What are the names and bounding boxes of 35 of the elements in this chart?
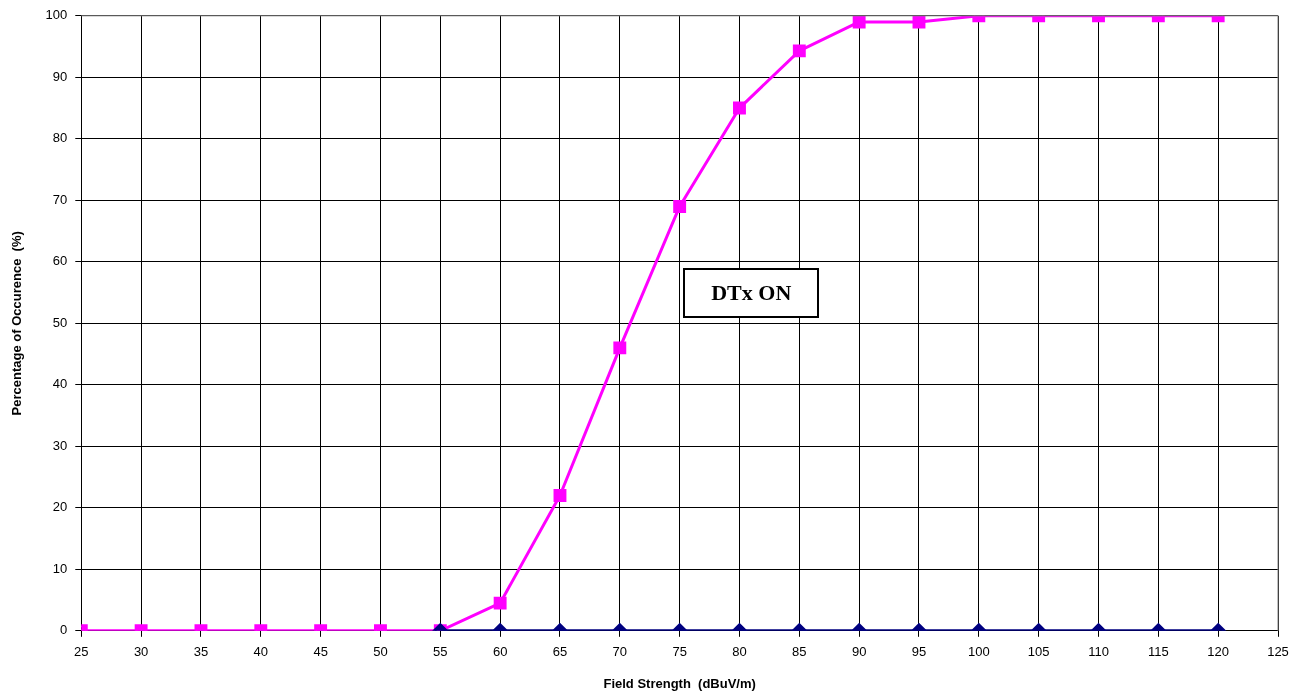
y-tick-label: 0: [60, 622, 68, 638]
x-tick-label: 90: [851, 644, 867, 660]
x-tick-label: 60: [492, 644, 508, 660]
x-tick-label: 95: [911, 644, 927, 660]
x-tick-label: 70: [612, 644, 628, 660]
x-tick-label: 120: [1207, 644, 1230, 660]
y-tick-label: 60: [52, 253, 68, 269]
x-tick-label: 65: [552, 644, 568, 660]
x-tick-label: 110: [1088, 644, 1109, 660]
y-tick-label: 40: [52, 376, 68, 392]
x-tick-label: 105: [1027, 644, 1050, 660]
x-tick-label: 50: [373, 644, 388, 660]
annotation: DTx ON: [683, 267, 820, 318]
x-tick-label: 115: [1147, 644, 1169, 660]
x-tick-label: 45: [313, 644, 328, 660]
x-tick-label: 25: [74, 644, 89, 660]
y-tick-label: 90: [52, 68, 68, 84]
y-tick-label: 10: [52, 560, 68, 576]
y-axis-title: Percentage of Occurence (%): [9, 231, 25, 416]
x-axis-title: Field Strength (dBuV/m): [603, 675, 756, 691]
y-tick-label: 80: [52, 130, 68, 146]
x-tick-label: 35: [193, 644, 209, 660]
y-tick-label: 30: [52, 437, 68, 453]
y-tick-label: 70: [52, 191, 68, 207]
x-tick-label: 30: [133, 644, 149, 660]
x-tick-label: 100: [967, 644, 990, 660]
x-tick-label: 55: [433, 644, 448, 660]
y-tick-label: 50: [52, 314, 68, 330]
x-tick-label: 80: [732, 644, 747, 660]
x-tick-label: 40: [253, 644, 269, 660]
x-tick-label: 75: [672, 644, 687, 660]
x-tick-label: 85: [792, 644, 807, 660]
y-tick-label: 20: [52, 499, 68, 515]
x-tick-label: 125: [1267, 644, 1289, 660]
y-tick-label: 100: [45, 7, 68, 23]
